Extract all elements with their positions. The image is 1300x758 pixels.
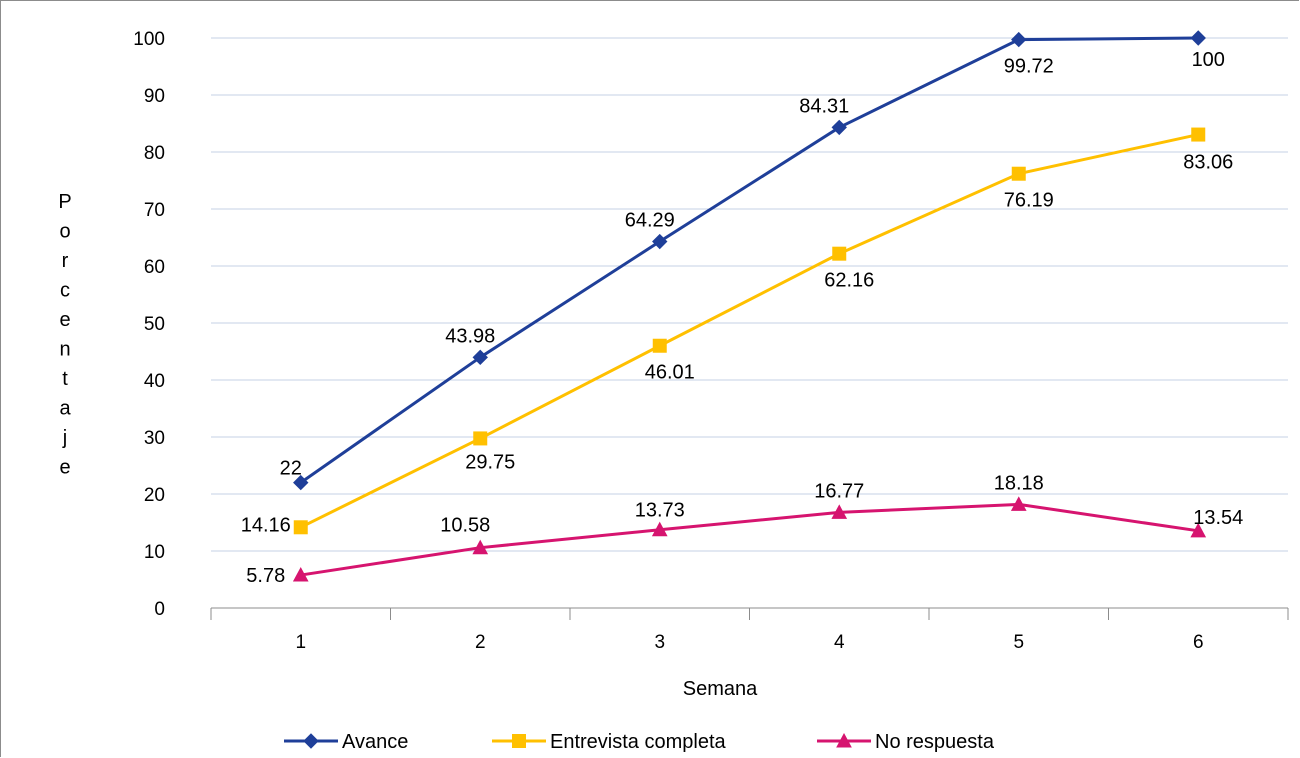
data-label: 64.29 [625,210,675,232]
y-tick-label: 70 [144,200,165,221]
legend-marker [836,732,852,748]
data-point [1010,496,1027,511]
data-label: 83.06 [1183,152,1233,174]
legend-marker [512,734,526,748]
axes: 0 10 20 30 40 50 60 70 80 90 100 1 2 3 4 5 6 [133,29,1289,653]
legend-label: No respuesta [875,731,995,753]
legend: Avance Entrevista completa No respuesta [284,731,995,753]
data-label: 29.75 [465,451,515,473]
data-label: 84.31 [799,95,849,117]
x-axis-title: Semana [683,678,758,700]
data-label: 62.16 [824,270,874,292]
data-point [652,233,668,250]
data-point [293,520,308,535]
data-label: 13.73 [635,500,685,522]
series-line [300,502,1199,577]
series-avance [293,30,1206,491]
series-no-respuesta [292,496,1207,582]
series-entrevista-completa [293,127,1206,535]
legend-marker [303,733,319,749]
y-tick-label: 20 [144,485,165,506]
data-label: 22 [280,458,302,480]
legend-label: Entrevista completa [550,731,727,753]
data-point [292,566,309,582]
data-label: 5.78 [246,565,285,587]
y-tick-label: 100 [133,29,165,50]
y-tick-label: 80 [144,143,165,164]
data-point [1190,30,1206,46]
x-tick-label: 6 [1193,632,1204,653]
data-label: 16.77 [814,480,864,502]
data-point [1011,31,1027,48]
data-point [651,521,668,537]
data-label: 10.58 [440,515,490,537]
legend-entry: No respuesta [817,731,995,753]
data-point [1190,522,1207,538]
y-tick-label: 30 [144,428,165,449]
series-line [299,36,1199,484]
legend-entry: Avance [284,731,408,753]
data-point [472,539,489,555]
data-point [473,431,488,446]
series-layer [292,30,1207,582]
legend-entry: Entrevista completa [492,731,727,753]
x-tick-label: 5 [1013,632,1024,653]
y-tick-label: 40 [144,371,165,392]
data-label: 14.16 [241,514,291,536]
series-line [300,133,1199,529]
legend-label: Avance [342,731,408,753]
data-point [293,474,309,491]
data-label: 13.54 [1193,507,1243,529]
data-label: 46.01 [645,362,695,384]
data-labels: 22 43.98 64.29 84.31 99.72 100 14.16 29.75 46.01… [241,49,1244,587]
grid-lines [211,37,1288,552]
data-point [831,504,848,519]
y-tick-label: 60 [144,257,165,278]
y-tick-label: 50 [144,314,165,335]
x-tick-label: 2 [475,632,486,653]
data-label: 43.98 [445,325,495,347]
y-tick-label: 10 [144,542,165,563]
y-tick-label: 90 [144,86,165,107]
data-point [832,246,847,261]
data-label: 76.19 [1004,190,1054,212]
data-label: 99.72 [1004,56,1054,78]
x-tick-label: 4 [834,632,845,653]
data-point [831,119,847,136]
data-label: 100 [1192,49,1225,71]
data-point [652,338,667,353]
data-point [1191,127,1206,142]
data-label: 18.18 [994,472,1044,494]
data-point [472,349,488,366]
data-point [1011,166,1026,181]
x-tick-label: 1 [295,632,306,653]
x-tick-label: 3 [654,632,665,653]
y-tick-label: 0 [154,599,165,620]
